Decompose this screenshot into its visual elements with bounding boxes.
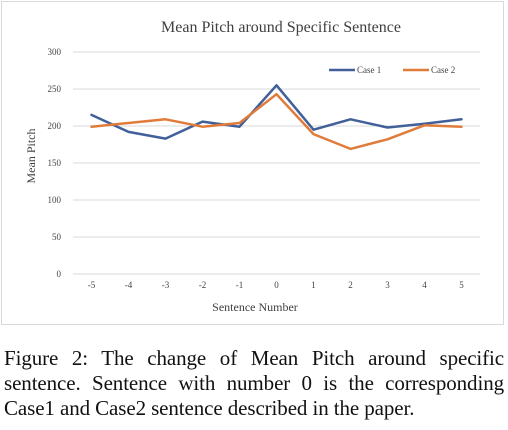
x-tick-label: 3 [385,280,390,290]
x-tick-label: 4 [422,280,427,290]
x-tick-label: -3 [162,280,170,290]
x-axis-label: Sentence Number [212,300,298,314]
y-tick-label: 250 [48,84,62,94]
x-tick-label: -5 [88,280,96,290]
series-line-2 [90,92,463,151]
legend-label-2: Case 2 [431,65,455,75]
legend-label-1: Case 1 [357,65,381,75]
x-tick-label: 2 [348,280,353,290]
y-tick-label: 100 [48,195,62,205]
y-tick-label: 300 [48,47,62,57]
series-line-1 [90,84,463,140]
x-tick-label: 5 [459,280,464,290]
y-tick-label: 200 [48,121,62,131]
chart-title: Mean Pitch around Specific Sentence [161,19,401,36]
x-tick-label: -1 [236,280,244,290]
chart-frame: 0 50 100 150 200 250 300 -5 -4 -3 -2 -1 0 1 2 3 4 5 Mean P… [1,1,504,325]
figure-caption: Figure 2: The change of Mean Pitch aroun… [4,346,504,420]
x-tick-label: 1 [311,280,316,290]
y-tick-label: 50 [52,232,62,242]
y-tick-label: 150 [48,158,62,168]
x-tick-label: -2 [199,280,207,290]
y-axis-label: Mean Pitch [24,129,38,184]
line-chart: 0 50 100 150 200 250 300 -5 -4 -3 -2 -1 0 1 2 3 4 5 Mean P… [24,19,480,314]
x-tick-label: -4 [125,280,133,290]
y-tick-label: 0 [57,269,62,279]
x-tick-label: 0 [274,280,279,290]
